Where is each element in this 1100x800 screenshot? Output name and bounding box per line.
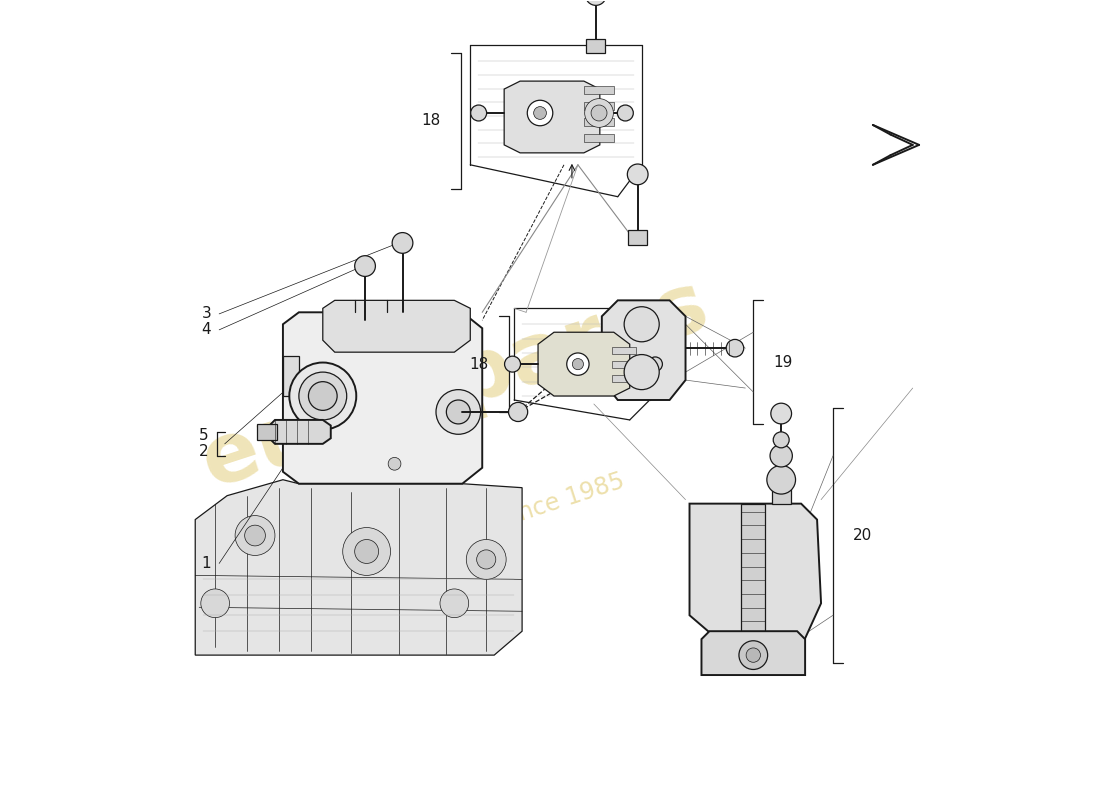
- Circle shape: [726, 339, 744, 357]
- Polygon shape: [270, 420, 331, 444]
- Bar: [584, 118, 614, 126]
- Circle shape: [746, 648, 760, 662]
- Circle shape: [201, 589, 230, 618]
- Circle shape: [393, 233, 412, 254]
- Circle shape: [476, 550, 496, 569]
- Circle shape: [505, 356, 520, 372]
- Circle shape: [447, 400, 471, 424]
- Polygon shape: [741, 504, 766, 647]
- Circle shape: [585, 98, 614, 127]
- Circle shape: [572, 358, 583, 370]
- Polygon shape: [690, 504, 821, 663]
- Polygon shape: [195, 480, 522, 655]
- Polygon shape: [283, 356, 299, 396]
- Polygon shape: [283, 312, 482, 484]
- Circle shape: [591, 105, 607, 121]
- Circle shape: [636, 366, 648, 378]
- Text: 1: 1: [201, 556, 211, 571]
- Bar: [584, 102, 614, 110]
- Circle shape: [354, 256, 375, 277]
- Circle shape: [440, 589, 469, 618]
- Circle shape: [624, 354, 659, 390]
- Polygon shape: [702, 631, 805, 675]
- Circle shape: [354, 539, 378, 563]
- Bar: [256, 424, 276, 440]
- Circle shape: [466, 539, 506, 579]
- Polygon shape: [602, 300, 685, 400]
- Polygon shape: [322, 300, 471, 352]
- Circle shape: [629, 359, 654, 385]
- Bar: [613, 346, 636, 354]
- Circle shape: [343, 527, 390, 575]
- Text: 5: 5: [199, 428, 209, 443]
- Text: 18: 18: [421, 114, 441, 129]
- Text: 20: 20: [852, 528, 872, 543]
- Text: 4: 4: [201, 322, 211, 338]
- Circle shape: [508, 402, 528, 422]
- Bar: [613, 375, 636, 382]
- Circle shape: [617, 105, 634, 121]
- Text: 3: 3: [201, 306, 211, 322]
- Text: 2: 2: [199, 444, 209, 459]
- Circle shape: [773, 432, 789, 448]
- Bar: [613, 361, 636, 368]
- Polygon shape: [538, 332, 629, 396]
- Circle shape: [767, 466, 795, 494]
- Circle shape: [527, 100, 553, 126]
- Circle shape: [770, 445, 792, 467]
- Circle shape: [627, 164, 648, 185]
- Circle shape: [299, 372, 346, 420]
- Circle shape: [235, 515, 275, 555]
- Circle shape: [739, 641, 768, 670]
- Circle shape: [566, 353, 590, 375]
- Circle shape: [534, 106, 547, 119]
- Bar: [628, 230, 647, 245]
- Polygon shape: [504, 81, 600, 153]
- Circle shape: [585, 0, 606, 6]
- Circle shape: [289, 362, 356, 430]
- Circle shape: [771, 403, 792, 424]
- Circle shape: [388, 458, 400, 470]
- Circle shape: [436, 390, 481, 434]
- Bar: [771, 490, 791, 504]
- Circle shape: [629, 311, 654, 337]
- Circle shape: [636, 318, 648, 330]
- Text: eurospares: eurospares: [191, 264, 718, 504]
- Text: a passion for parts since 1985: a passion for parts since 1985: [280, 469, 628, 602]
- Text: 19: 19: [773, 354, 793, 370]
- Circle shape: [624, 306, 659, 342]
- Circle shape: [308, 382, 337, 410]
- Bar: [586, 39, 605, 54]
- Text: 18: 18: [470, 357, 488, 372]
- Bar: [584, 134, 614, 142]
- Bar: [584, 86, 614, 94]
- Circle shape: [244, 525, 265, 546]
- Circle shape: [471, 105, 486, 121]
- Circle shape: [648, 357, 662, 371]
